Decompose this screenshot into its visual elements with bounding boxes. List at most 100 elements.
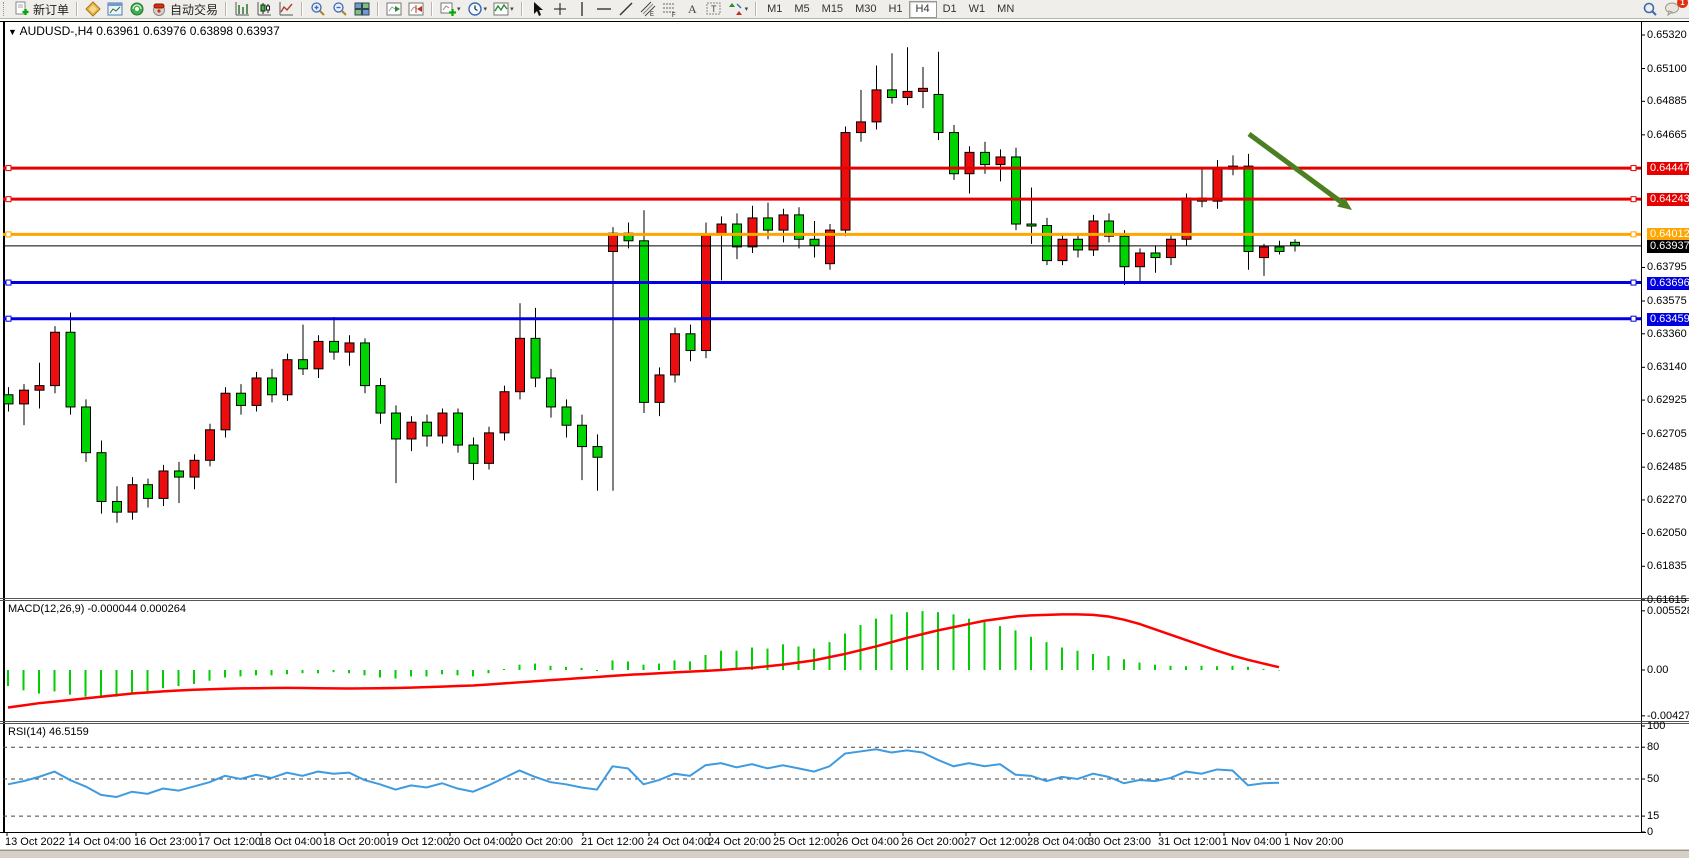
axis-tick-label: 0.62925	[1647, 394, 1687, 407]
trendline-icon-glyph	[618, 1, 634, 17]
tf-m5[interactable]: M5	[794, 2, 810, 15]
clock-icon-glyph	[467, 1, 483, 17]
chart-canvas[interactable]	[0, 19, 1689, 849]
chevron-down-icon: ▾	[483, 6, 488, 13]
chevron-down-icon: ▾	[510, 6, 514, 13]
price-line-label: 0.64012	[1647, 228, 1689, 242]
new-order-button[interactable]: 新订单	[11, 1, 72, 17]
new-chart-icon[interactable]: ▾	[437, 1, 464, 17]
macd-panel	[7, 611, 1280, 709]
indicators-icon[interactable]: ▾	[490, 1, 517, 17]
time-axis-label: 17 Oct 12:00	[198, 836, 261, 848]
signal-icon[interactable]	[126, 1, 148, 17]
axis-tick-label: 0.00	[1647, 664, 1669, 676]
toolbar-grip[interactable]	[3, 2, 8, 16]
autotrading-glyph	[151, 1, 167, 17]
channel-icon[interactable]: E	[637, 1, 659, 18]
axis-tick-label: 0.61615	[1647, 593, 1687, 606]
channel-icon-glyph: E	[640, 1, 656, 18]
time-axis-label: 14 Oct 04:00	[68, 836, 131, 848]
horizontal-level-lines	[3, 165, 1641, 322]
arrow-shaft[interactable]	[1247, 131, 1343, 204]
line-handle[interactable]	[5, 196, 12, 203]
line-handle[interactable]	[1630, 165, 1637, 172]
new-order-glyph	[14, 1, 30, 17]
tf-mn[interactable]: MN	[997, 2, 1015, 15]
tf-m15[interactable]: M15	[821, 2, 844, 15]
collapse-triangle-icon[interactable]: ▼	[8, 27, 17, 37]
time-axis-label: 19 Oct 12:00	[386, 836, 449, 848]
svg-text:T: T	[711, 4, 717, 14]
line-handle[interactable]	[5, 165, 12, 172]
time-axis-label: 26 Oct 04:00	[836, 836, 899, 848]
mail-icon[interactable]	[82, 1, 104, 17]
axis-tick-label: 15	[1647, 810, 1660, 823]
notifications-button[interactable]: 1	[1661, 0, 1688, 17]
crosshair-icon[interactable]	[549, 1, 571, 17]
label-icon[interactable]: T	[703, 1, 725, 17]
arrows-icon[interactable]: ▾	[725, 1, 752, 17]
chart-title: ▼ AUDUSD-,H4 0.63961 0.63976 0.63898 0.6…	[8, 24, 280, 38]
cursor-icon[interactable]	[527, 1, 549, 17]
rsi-line	[7, 748, 1280, 799]
search-button[interactable]	[1639, 1, 1661, 17]
axis-tick-label: 0.64665	[1647, 128, 1687, 141]
candlestick-chart-icon[interactable]	[253, 1, 275, 17]
window-bottom-strip	[0, 850, 1689, 858]
zoom-in-icon[interactable]	[307, 1, 329, 17]
trendline-icon[interactable]	[615, 1, 637, 17]
chevron-down-icon: ▾	[744, 6, 749, 13]
indicators-icon-glyph	[493, 1, 509, 17]
price-line-label: 0.63696	[1647, 276, 1689, 290]
time-axis-label: 18 Oct 20:00	[323, 836, 386, 848]
svg-text:F: F	[672, 13, 676, 17]
line-handle[interactable]	[1630, 231, 1637, 238]
line-handle[interactable]	[1630, 315, 1637, 322]
zoom-out-icon[interactable]	[329, 1, 351, 17]
time-axis-label: 31 Oct 12:00	[1158, 836, 1221, 848]
bar-chart-icon-glyph	[234, 1, 250, 17]
rsi-label: RSI(14) 46.5159	[8, 726, 89, 738]
bar-chart-icon[interactable]	[231, 1, 253, 17]
line-handle[interactable]	[1630, 196, 1637, 203]
clock-icon[interactable]: ▾	[464, 1, 491, 17]
axis-tick-label: 0.63360	[1647, 327, 1687, 340]
notification-badge: 1	[1677, 0, 1688, 8]
tf-m1[interactable]: M1	[767, 2, 783, 15]
line-handle[interactable]	[5, 231, 12, 238]
market-watch-icon[interactable]	[104, 1, 126, 17]
svg-text:A: A	[688, 2, 697, 16]
time-axis-label: 1 Nov 04:00	[1222, 836, 1282, 848]
time-axis-label: 16 Oct 23:00	[134, 836, 197, 848]
fibonacci-icon-glyph: F	[662, 1, 678, 19]
axis-tick-label: 0.63140	[1647, 361, 1687, 374]
axis-tick-label: 0.65320	[1647, 29, 1687, 41]
zoom-in-icon-glyph	[310, 1, 326, 17]
auto-scroll-icon[interactable]	[383, 1, 405, 17]
tf-h4[interactable]: H4	[908, 0, 937, 18]
horizontal-line-icon-glyph	[596, 1, 612, 17]
line-handle[interactable]	[5, 315, 12, 322]
new-chart-icon-glyph	[440, 1, 457, 17]
tf-w1[interactable]: W1	[968, 2, 986, 15]
chart-shift-icon[interactable]	[405, 1, 427, 17]
label-icon-glyph: T	[706, 1, 722, 17]
tf-h1[interactable]: H1	[888, 2, 903, 15]
horizontal-line-icon[interactable]	[593, 1, 615, 17]
vertical-line-icon[interactable]	[571, 1, 593, 17]
tf-m30[interactable]: M30	[855, 2, 877, 15]
line-handle[interactable]	[5, 279, 12, 286]
arrow-head[interactable]	[1337, 196, 1352, 210]
axis-tick-label: 0.64885	[1647, 95, 1687, 108]
autotrading-button[interactable]: 自动交易	[148, 1, 221, 17]
tf-d1[interactable]: D1	[942, 2, 957, 15]
axis-tick-label: 0.63795	[1647, 261, 1687, 274]
vertical-line-icon-glyph	[574, 1, 590, 17]
fibonacci-icon[interactable]: F	[659, 1, 681, 19]
text-icon[interactable]: A	[681, 1, 703, 17]
text-icon-glyph: A	[684, 1, 700, 17]
price-line-label: 0.64243	[1647, 193, 1689, 207]
line-chart-icon[interactable]	[275, 1, 297, 17]
line-handle[interactable]	[1630, 279, 1637, 286]
tile-windows-icon[interactable]	[351, 1, 373, 17]
